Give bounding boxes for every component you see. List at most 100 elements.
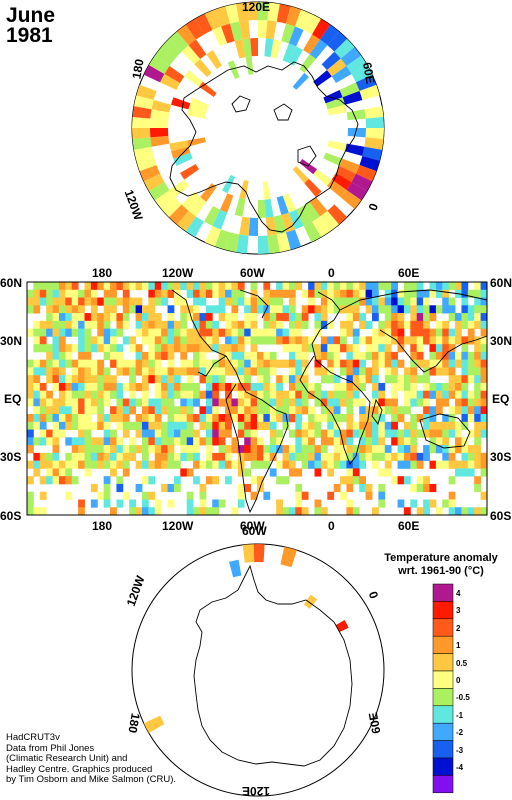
world-anomaly-cell (416, 344, 424, 353)
world-anomaly-cell (199, 406, 207, 415)
world-anomaly-cell (199, 328, 207, 337)
world-anomaly-cell (276, 398, 283, 407)
north-polar-anomaly-cell (276, 195, 289, 215)
world-anomaly-cell (244, 452, 252, 462)
world-anomaly-cell (455, 460, 462, 469)
world-anomaly-cell (39, 507, 47, 515)
world-anomaly-cell (97, 421, 105, 430)
world-anomaly-cell (352, 390, 360, 399)
world-anomaly-cell (282, 282, 290, 291)
world-anomaly-cell (410, 429, 418, 438)
world-anomaly-cell (52, 375, 60, 384)
world-anomaly-cell (39, 398, 47, 407)
world-anomaly-cell (199, 414, 207, 423)
world-anomaly-cell (327, 429, 335, 438)
world-anomaly-cell (378, 351, 386, 361)
north-polar-anomaly-cell (359, 84, 380, 101)
world-anomaly-cell (231, 313, 239, 322)
world-anomaly-cell (46, 305, 53, 314)
world-anomaly-cell (423, 359, 430, 368)
world-anomaly-cell (58, 305, 66, 314)
world-anomaly-cell (65, 375, 73, 384)
world-anomaly-cell (173, 375, 181, 384)
world-anomaly-cell (193, 367, 200, 376)
world-anomaly-cell (352, 313, 360, 322)
wm-lat-right-60n: 60N (490, 276, 512, 290)
world-anomaly-cell (359, 375, 367, 384)
world-anomaly-cell (295, 406, 303, 415)
world-anomaly-cell (423, 320, 430, 329)
world-anomaly-cell (372, 359, 379, 368)
world-anomaly-cell (161, 382, 168, 392)
world-anomaly-cell (359, 367, 367, 376)
world-anomaly-cell (33, 437, 41, 446)
world-anomaly-cell (225, 282, 232, 291)
north-polar-anomaly-cell (339, 82, 360, 98)
world-anomaly-cell (455, 382, 462, 392)
world-anomaly-cell (250, 491, 258, 500)
world-anomaly-cell (129, 305, 137, 314)
world-anomaly-cell (372, 507, 379, 515)
world-anomaly-cell (129, 336, 137, 345)
world-anomaly-cell (52, 398, 60, 407)
world-anomaly-cell (448, 359, 456, 368)
world-anomaly-cell (295, 382, 303, 392)
world-anomaly-cell (58, 382, 66, 392)
world-anomaly-cell (461, 406, 469, 415)
world-anomaly-cell (435, 344, 443, 353)
world-anomaly-cell (448, 344, 456, 353)
south-polar-anomaly-cell (253, 544, 265, 563)
world-anomaly-cell (352, 460, 360, 469)
world-anomaly-cell (103, 460, 111, 469)
world-anomaly-cell (90, 297, 98, 306)
world-anomaly-cell (103, 437, 111, 446)
world-anomaly-cell (110, 507, 117, 515)
world-anomaly-cell (205, 507, 213, 515)
north-polar-anomaly-cell (169, 140, 189, 152)
world-anomaly-cell (461, 320, 469, 329)
world-anomaly-cell (103, 344, 111, 353)
world-anomaly-cell (333, 452, 341, 462)
world-anomaly-cell (480, 344, 487, 353)
world-anomaly-cell (263, 414, 271, 423)
world-anomaly-cell (320, 305, 328, 314)
world-anomaly-cell (333, 390, 341, 399)
north-polar-anomaly-cell (351, 65, 373, 83)
world-anomaly-cell (263, 445, 271, 454)
world-anomaly-cell (71, 367, 79, 376)
world-anomaly-cell (480, 359, 487, 368)
world-anomaly-cell (33, 328, 41, 337)
world-anomaly-cell (33, 382, 41, 392)
world-anomaly-cell (263, 375, 271, 384)
world-anomaly-cell (237, 390, 245, 399)
world-anomaly-cell (461, 445, 469, 454)
world-anomaly-cell (116, 421, 124, 430)
world-anomaly-cell (480, 390, 487, 399)
north-polar-anomaly-cell (273, 214, 286, 235)
north-polar-anomaly-cell (132, 128, 151, 139)
world-anomaly-cell (250, 382, 258, 392)
world-anomaly-cell (416, 375, 424, 384)
world-anomaly-cell (167, 483, 175, 493)
world-anomaly-cell (442, 437, 450, 446)
world-anomaly-cell (391, 398, 398, 407)
world-anomaly-cell (167, 398, 175, 407)
world-anomaly-cell (167, 344, 175, 353)
world-anomaly-cell (193, 452, 200, 462)
world-anomaly-cell (116, 499, 124, 508)
world-anomaly-cell (480, 429, 487, 438)
world-anomaly-cell (212, 452, 220, 462)
world-anomaly-cell (250, 406, 258, 415)
world-anomaly-cell (237, 297, 245, 306)
world-anomaly-cell (282, 344, 290, 353)
legend-tick-label: -1 (456, 710, 464, 720)
north-polar-anomaly-cell (276, 232, 291, 253)
north-polar-anomaly-cell (276, 3, 291, 24)
world-anomaly-cell (33, 320, 41, 329)
world-anomaly-cell (122, 445, 130, 454)
world-coastline (171, 289, 487, 514)
world-anomaly-cell (327, 375, 335, 384)
world-anomaly-cell (142, 414, 149, 423)
world-anomaly-cell (142, 445, 149, 454)
north-polar-anomaly-cell (327, 104, 347, 116)
